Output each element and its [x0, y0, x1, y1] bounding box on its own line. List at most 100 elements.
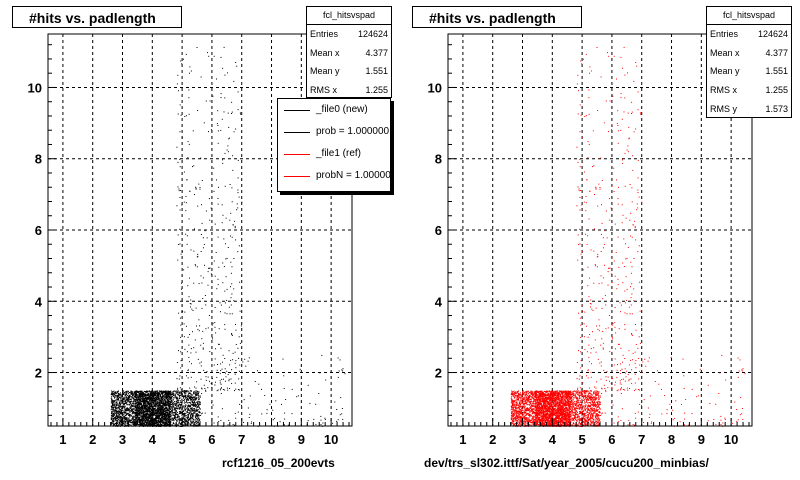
data-point: [177, 400, 179, 402]
data-point: [261, 413, 263, 415]
data-point: [172, 419, 174, 421]
data-point: [341, 413, 343, 415]
data-point: [184, 394, 186, 396]
data-point: [138, 392, 139, 394]
data-point: [117, 413, 119, 415]
data-point: [220, 304, 222, 306]
data-point: [185, 414, 187, 416]
data-point: [120, 405, 122, 407]
data-point: [153, 395, 154, 396]
data-point: [192, 401, 194, 403]
data-point: [122, 398, 124, 400]
data-point: [141, 423, 142, 425]
data-point: [166, 405, 168, 407]
data-point: [113, 411, 115, 413]
data-point: [167, 416, 169, 418]
data-point: [161, 410, 163, 412]
data-point: [166, 400, 168, 402]
data-point: [126, 397, 128, 399]
data-point: [181, 282, 182, 284]
data-point: [195, 424, 197, 426]
data-point: [224, 302, 226, 304]
data-point: [168, 391, 170, 393]
data-point: [190, 415, 191, 417]
data-point: [118, 400, 120, 401]
data-point: [166, 397, 168, 399]
data-point: [193, 412, 195, 414]
data-point: [128, 395, 130, 397]
data-point: [136, 403, 138, 405]
data-point: [274, 417, 276, 419]
data-point: [171, 400, 173, 402]
data-point: [150, 399, 152, 400]
data-point: [195, 387, 197, 389]
data-point: [161, 399, 163, 401]
data-point: [201, 307, 203, 309]
data-point: [160, 417, 161, 419]
data-point: [216, 390, 218, 392]
data-point: [199, 186, 201, 188]
data-point: [111, 411, 113, 413]
data-point: [169, 413, 171, 415]
data-point: [338, 370, 340, 372]
data-point: [137, 409, 139, 411]
data-point: [218, 343, 219, 345]
data-point: [152, 421, 154, 423]
data-point: [339, 359, 341, 361]
data-point: [123, 417, 125, 419]
data-point: [159, 401, 161, 403]
data-point: [136, 397, 138, 399]
data-point: [111, 400, 113, 402]
data-point: [195, 423, 197, 425]
data-point: [199, 419, 201, 421]
data-point: [144, 398, 145, 400]
data-point: [192, 166, 193, 168]
data-point: [159, 402, 161, 404]
data-point: [164, 417, 166, 419]
data-point: [315, 423, 317, 425]
data-point: [190, 398, 192, 400]
data-point: [283, 388, 285, 389]
data-point: [181, 391, 183, 393]
data-point: [151, 413, 153, 415]
data-point: [200, 275, 202, 277]
data-point: [176, 398, 178, 400]
data-point: [137, 403, 139, 405]
data-point: [124, 417, 126, 419]
data-point: [178, 244, 180, 245]
data-point: [154, 407, 156, 409]
data-point: [188, 419, 190, 421]
data-point: [141, 407, 143, 409]
data-point: [140, 406, 142, 408]
data-point: [187, 141, 189, 143]
data-point: [120, 404, 121, 406]
data-point: [182, 422, 184, 424]
data-point: [116, 407, 118, 409]
data-point: [164, 394, 166, 396]
data-point: [118, 395, 120, 397]
data-point: [146, 405, 148, 407]
data-point: [272, 419, 274, 421]
data-point: [176, 415, 178, 417]
data-point: [178, 423, 180, 425]
data-point: [162, 405, 164, 407]
data-point: [236, 209, 238, 211]
data-point: [177, 414, 178, 415]
data-point: [166, 406, 167, 408]
data-point: [180, 400, 181, 402]
data-point: [197, 400, 199, 402]
data-point: [126, 399, 128, 401]
data-point: [188, 361, 190, 363]
data-point: [235, 62, 237, 63]
data-point: [149, 414, 151, 416]
data-point: [249, 413, 251, 415]
data-point: [111, 392, 113, 394]
data-point: [166, 422, 167, 424]
data-point: [222, 354, 224, 356]
data-point: [141, 391, 143, 393]
data-point: [168, 417, 170, 419]
data-point: [198, 398, 200, 400]
data-point: [166, 417, 168, 419]
data-point: [136, 405, 138, 407]
data-point: [150, 397, 152, 399]
